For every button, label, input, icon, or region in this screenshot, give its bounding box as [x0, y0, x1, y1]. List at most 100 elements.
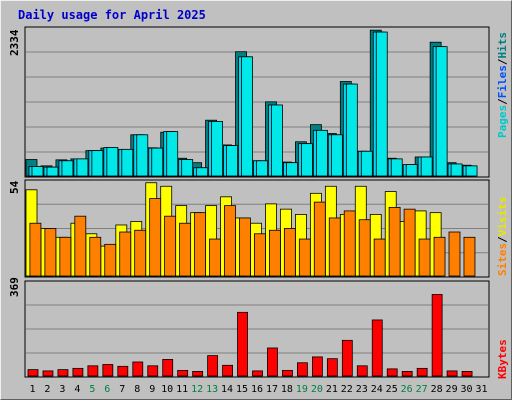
legend-pages-files-hits: Pages/Files/Hits — [496, 32, 509, 138]
x-tick-label: 2 — [44, 384, 50, 395]
bar-sites-day-9 — [149, 198, 162, 277]
legend-files: Files — [496, 65, 509, 99]
x-tick-label: 21 — [326, 384, 338, 395]
legend-slash: / — [496, 58, 509, 66]
bar-kbytes-day-12 — [192, 371, 204, 377]
bar-sites-day-5 — [89, 236, 102, 277]
bar-kbytes-day-13 — [207, 355, 219, 377]
x-tick-label: 13 — [206, 384, 218, 395]
bar-sites-day-13 — [209, 238, 221, 277]
bar-sites-day-28 — [433, 236, 446, 277]
bar-kbytes-day-27 — [416, 367, 428, 377]
bar-kbytes-day-16 — [252, 370, 263, 377]
bar-sites-day-4 — [74, 215, 87, 277]
bar-sites-day-14 — [224, 205, 236, 277]
x-tick-label: 12 — [191, 384, 203, 395]
bar-sites-day-25 — [388, 206, 401, 277]
bar-sites-day-29 — [448, 231, 461, 277]
bar-sites-day-6 — [104, 243, 117, 277]
legend-sites: Sites — [496, 242, 509, 276]
bar-kbytes-day-30 — [461, 371, 473, 377]
x-tick-label: 26 — [401, 384, 413, 395]
bar-pages-day-19 — [301, 143, 313, 177]
bar-pages-day-18 — [286, 162, 298, 177]
bar-kbytes-day-17 — [267, 347, 278, 377]
bar-sites-day-30 — [463, 236, 476, 277]
bar-pages-day-30 — [465, 165, 478, 177]
bar-pages-day-5 — [91, 150, 104, 177]
bar-pages-day-6 — [106, 147, 119, 177]
bar-sites-day-19 — [298, 238, 311, 277]
bar-sites-day-8 — [134, 229, 147, 277]
bar-pages-day-27 — [420, 156, 433, 177]
bar-pages-day-2 — [46, 166, 59, 177]
bar-pages-day-28 — [435, 46, 448, 177]
panel-max-label-1: 2334 — [8, 29, 21, 57]
bar-sites-day-17 — [268, 229, 281, 277]
bar-pages-day-8 — [136, 134, 149, 177]
bar-kbytes-day-15 — [237, 311, 248, 377]
bar-pages-day-14 — [226, 145, 238, 177]
x-tick-label: 31 — [475, 384, 487, 395]
x-tick-label: 8 — [134, 384, 140, 395]
bar-kbytes-day-3 — [57, 369, 69, 377]
bar-pages-day-4 — [76, 158, 89, 177]
bar-pages-day-15 — [241, 56, 253, 177]
bar-sites-day-16 — [254, 233, 266, 277]
x-tick-label: 7 — [119, 384, 125, 395]
x-tick-label: 18 — [281, 384, 293, 395]
bar-kbytes-day-19 — [297, 362, 308, 377]
bar-kbytes-day-14 — [222, 364, 233, 377]
x-tick-label: 27 — [416, 384, 428, 395]
x-tick-label: 20 — [311, 384, 323, 395]
legend-slash: / — [496, 98, 509, 105]
x-tick-label: 6 — [104, 384, 110, 395]
bar-pages-day-20 — [315, 129, 328, 177]
bar-kbytes-day-22 — [341, 339, 353, 377]
legend-kbytes-label: KBytes — [496, 339, 509, 379]
legend-sites-visits: Sites/Visits — [496, 197, 509, 277]
x-tick-label: 22 — [341, 384, 353, 395]
x-tick-label: 1 — [29, 384, 35, 395]
bar-pages-day-7 — [121, 148, 134, 177]
legend-kbytes: KBytes — [496, 339, 509, 379]
x-tick-label: 24 — [371, 384, 383, 395]
x-tick-label: 17 — [266, 384, 278, 395]
panel-max-label-3: 369 — [8, 277, 21, 297]
bar-sites-day-1 — [29, 222, 42, 277]
bar-pages-day-24 — [375, 31, 388, 177]
bar-kbytes-day-7 — [117, 365, 129, 377]
x-tick-label: 5 — [89, 384, 95, 395]
bar-pages-day-25 — [390, 158, 403, 177]
bar-sites-day-23 — [358, 219, 371, 277]
bar-sites-day-10 — [164, 215, 177, 277]
bar-kbytes-day-2 — [42, 370, 54, 377]
x-tick-label: 11 — [176, 384, 188, 395]
bar-kbytes-day-18 — [282, 369, 293, 377]
legend-pages: Pages — [496, 104, 509, 138]
bar-kbytes-day-26 — [401, 371, 413, 377]
bar-sites-day-18 — [283, 228, 296, 277]
bar-pages-day-26 — [405, 164, 418, 177]
bar-pages-day-29 — [450, 163, 463, 177]
x-tick-label: 29 — [446, 384, 458, 395]
bar-sites-day-24 — [373, 238, 386, 277]
panel-max-label-2: 54 — [8, 180, 21, 194]
bar-sites-day-2 — [44, 228, 57, 277]
bar-sites-day-15 — [239, 217, 251, 277]
bar-kbytes-day-29 — [446, 370, 458, 377]
bar-pages-day-23 — [360, 150, 373, 177]
bar-kbytes-day-6 — [102, 364, 114, 377]
bar-kbytes-day-10 — [162, 359, 174, 377]
bar-sites-day-22 — [343, 210, 356, 277]
bar-pages-day-21 — [330, 134, 343, 177]
x-tick-label: 4 — [74, 384, 80, 395]
bar-kbytes-day-9 — [147, 365, 159, 377]
bar-kbytes-day-4 — [72, 367, 84, 377]
x-tick-label: 15 — [236, 384, 248, 395]
bar-sites-day-21 — [328, 217, 341, 277]
bar-kbytes-day-28 — [431, 294, 443, 377]
x-tick-label: 25 — [386, 384, 398, 395]
chart-title: Daily usage for April 2025 — [18, 8, 206, 22]
